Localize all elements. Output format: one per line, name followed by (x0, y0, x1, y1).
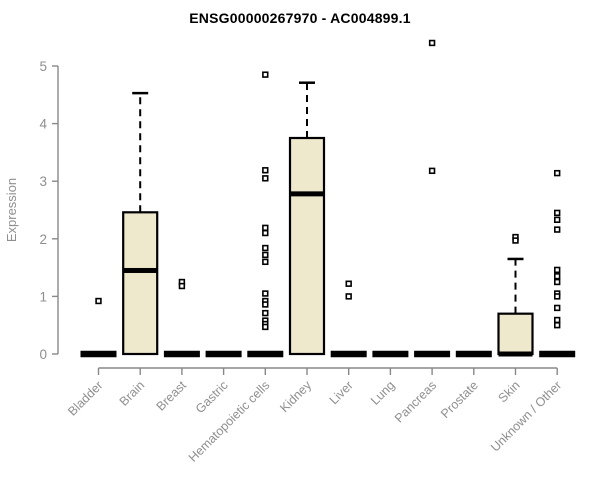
outlier-point (553, 226, 561, 233)
x-tick-label-hematopoietic-cells: Hematopoietic cells (186, 378, 273, 465)
outlier-point (262, 258, 269, 266)
outlier-point (262, 309, 269, 317)
outlier-point (553, 304, 561, 312)
outlier-point (95, 297, 102, 305)
flat-box-prostate (455, 350, 492, 358)
outlier-point (345, 293, 352, 300)
outlier-point (512, 237, 519, 244)
outlier-point (262, 323, 269, 331)
box-brain (122, 211, 159, 356)
y-tick-label: 3 (39, 174, 47, 189)
outlier-point (262, 244, 269, 252)
x-tick-label-liver: Liver (327, 378, 356, 407)
outlier-point (553, 273, 561, 280)
x-tick-label-brain: Brain (117, 378, 148, 409)
x-tick-label-breast: Breast (154, 378, 190, 414)
median-line (123, 267, 158, 273)
x-tick-label-bladder: Bladder (65, 378, 105, 418)
flat-box-hematopoietic-cells (247, 350, 284, 358)
outlier-point (262, 167, 269, 174)
y-tick-label: 1 (39, 289, 47, 304)
outlier-point (553, 266, 561, 274)
y-tick-label: 2 (39, 232, 47, 247)
flat-box-lung (372, 350, 409, 358)
outlier-point (262, 224, 269, 232)
outlier-point (553, 321, 561, 329)
outlier-point (553, 278, 561, 286)
y-tick-label: 4 (39, 117, 47, 132)
y-axis-title: Expression (4, 178, 19, 242)
outlier-point (262, 175, 269, 182)
outlier-point (262, 229, 269, 237)
flat-box-breast (163, 350, 200, 358)
y-tick-label: 0 (39, 347, 47, 362)
x-tick-label-gastric: Gastric (193, 378, 231, 416)
x-tick-label-skin: Skin (496, 378, 523, 405)
flat-box-bladder (80, 350, 117, 358)
x-tick-label-kidney: Kidney (277, 378, 314, 415)
outlier-point (553, 216, 561, 223)
x-tick-label-lung: Lung (368, 378, 398, 408)
flat-box-unknown-other (539, 350, 576, 358)
flat-box-liver (330, 350, 367, 358)
box-skin (497, 312, 534, 356)
median-line (290, 191, 324, 197)
x-tick-label-pancreas: Pancreas (392, 378, 439, 425)
outlier-point (428, 167, 436, 175)
outlier-point (178, 282, 186, 290)
outlier-point (262, 290, 269, 297)
flat-box-pancreas (414, 350, 451, 358)
x-tick-label-prostate: Prostate (438, 378, 481, 421)
outlier-point (428, 39, 436, 47)
outlier-point (553, 169, 561, 177)
x-tick-label-unknown-other: Unknown / Other (488, 378, 564, 454)
outlier-point (553, 316, 561, 324)
outlier-point (553, 293, 561, 300)
outlier-point (345, 280, 352, 287)
flat-box-gastric (205, 350, 242, 358)
chart-title: ENSG00000267970 - AC004899.1 (189, 10, 411, 26)
outlier-point (553, 209, 561, 217)
box-kidney (288, 136, 326, 356)
y-tick-label: 5 (39, 59, 47, 74)
outlier-point (262, 71, 269, 78)
outlier-point (262, 251, 269, 259)
median-line (498, 351, 533, 357)
outlier-point (262, 301, 269, 308)
